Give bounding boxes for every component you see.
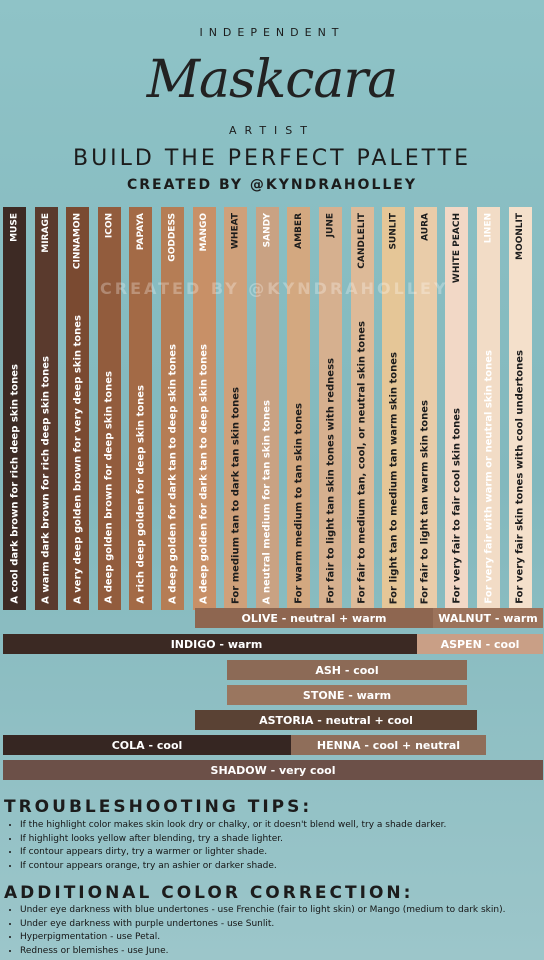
combo-bar: COLA - cool (3, 735, 291, 755)
shade-description: For fair to medium tan, cool, or neutral… (356, 321, 368, 604)
combo-bar: ASPEN - cool (417, 634, 543, 654)
shade-column: GODDESS A deep golden for dark tan to dee… (161, 207, 184, 610)
shade-name: MOONLIT (515, 213, 526, 261)
shade-column: AURA For fair to light tan warm skin tone… (413, 207, 437, 610)
shade-description: For medium tan to dark tan skin tones (230, 386, 242, 604)
tip-item: If highlight looks yellow after blending… (20, 833, 544, 847)
shade-description: For very fair to fair cool skin tones (451, 408, 463, 604)
page-subtitle: CREATED BY @KYNDRAHOLLEY (127, 177, 417, 193)
shade-description: For fair to light tan warm skin tones (419, 399, 431, 604)
combo-bar: ASH - cool (227, 660, 467, 680)
shade-name: MANGO (199, 213, 210, 252)
shade-column: SANDY A neutral medium for tan skin tones (255, 207, 279, 610)
combo-bar: ASTORIA - neutral + cool (195, 710, 477, 730)
shade-column: SUNLIT For light tan to medium tan warm s… (382, 207, 406, 610)
combo-bar: INDIGO - warm (3, 634, 430, 654)
shade-column: MIRAGE A warm dark brown for rich deep sk… (34, 207, 58, 610)
correction-item: Redness or blemishes - use June. (20, 945, 544, 959)
brand-bottom: ARTIST (228, 124, 316, 137)
shade-column: ICON A deep golden brown for deep skin to… (97, 207, 121, 610)
shade-name: MUSE (9, 213, 20, 242)
correction-item: Under eye darkness with purple undertone… (20, 918, 544, 932)
tip-item: If the highlight color makes skin look d… (20, 819, 544, 833)
shade-description: A warm dark brown for rich deep skin ton… (40, 356, 52, 604)
shade-name: WHITE PEACH (451, 213, 462, 284)
shade-name: LINEN (483, 213, 494, 244)
correction-title: ADDITIONAL COLOR CORRECTION: (4, 883, 414, 903)
shade-column: WHITE PEACH For very fair to fair cool sk… (445, 207, 469, 610)
troubleshooting-list: If the highlight color makes skin look d… (4, 819, 544, 873)
shade-name: AMBER (293, 213, 304, 249)
combo-bar: STONE - warm (227, 685, 467, 705)
page-title: BUILD THE PERFECT PALETTE (72, 146, 471, 171)
shade-name: WHEAT (230, 213, 241, 250)
shade-name: AURA (420, 213, 431, 241)
shade-column: PAPAYA A rich deep golden for deep skin t… (129, 207, 153, 610)
combo-bar: OLIVE - neutral + warm (195, 608, 433, 628)
shade-column: JUNE For fair to light tan skin tones wit… (319, 207, 342, 610)
shade-name: SUNLIT (388, 213, 399, 250)
correction-item: Hyperpigmentation - use Petal. (20, 931, 544, 945)
brand-top: INDEPENDENT (199, 26, 345, 39)
shade-description: For very fair with warm or neutral skin … (483, 350, 494, 604)
combo-bar: SHADOW - very cool (3, 760, 543, 780)
shade-description: For light tan to medium tan warm skin to… (388, 351, 400, 604)
shade-description: A neutral medium for tan skin tones (261, 399, 273, 604)
correction-item: Under eye darkness with blue undertones … (20, 904, 544, 918)
shade-description: A cool dark brown for rich deep skin ton… (9, 364, 20, 604)
shade-column: AMBER For warm medium to tan skin tones (287, 207, 311, 610)
shade-description: A very deep golden brown for very deep s… (72, 315, 84, 604)
shade-name: PAPAYA (135, 213, 146, 251)
shade-column: MANGO A deep golden for dark tan to deep … (192, 207, 216, 610)
shade-description: For fair to light tan skin tones with re… (325, 358, 336, 604)
shade-description: A deep golden for dark tan to deep skin … (167, 344, 178, 604)
shade-column: CANDLELIT For fair to medium tan, cool, o… (350, 207, 374, 610)
watermark: CREATED BY @KYNDRAHOLLEY (100, 279, 449, 298)
shade-column: MUSE A cool dark brown for rich deep skin… (3, 207, 26, 610)
shade-description: A rich deep golden for deep skin tones (135, 385, 147, 604)
shade-column: MOONLIT For very fair skin tones with coo… (508, 207, 532, 610)
combo-bar: HENNA - cool + neutral (291, 735, 486, 755)
shade-description: For warm medium to tan skin tones (293, 403, 305, 604)
shade-column: WHEAT For medium tan to dark tan skin ton… (224, 207, 248, 610)
shade-name: CINNAMON (72, 213, 83, 270)
shade-description: For very fair skin tones with cool under… (514, 350, 526, 604)
shade-name: SANDY (262, 213, 273, 248)
brand-logo: Maskcara (146, 50, 398, 110)
shade-name: GODDESS (167, 213, 178, 262)
troubleshooting-title: TROUBLESHOOTING TIPS: (4, 797, 313, 817)
tip-item: If contour appears dirty, try a warmer o… (20, 846, 544, 860)
shade-name: CANDLELIT (357, 213, 368, 269)
shade-name: ICON (104, 213, 115, 239)
shade-description: A deep golden for dark tan to deep skin … (198, 344, 210, 604)
tip-item: If contour appears orange, try an ashier… (20, 860, 544, 874)
combo-bar: WALNUT - warm (433, 608, 543, 628)
shade-description: A deep golden brown for deep skin tones (103, 371, 115, 604)
correction-list: Under eye darkness with blue undertones … (4, 904, 544, 958)
shade-column: CINNAMON A very deep golden brown for ver… (66, 207, 90, 610)
shade-column: LINEN For very fair with warm or neutral … (477, 207, 500, 610)
shade-name: MIRAGE (41, 213, 52, 253)
shade-name: JUNE (325, 213, 336, 238)
